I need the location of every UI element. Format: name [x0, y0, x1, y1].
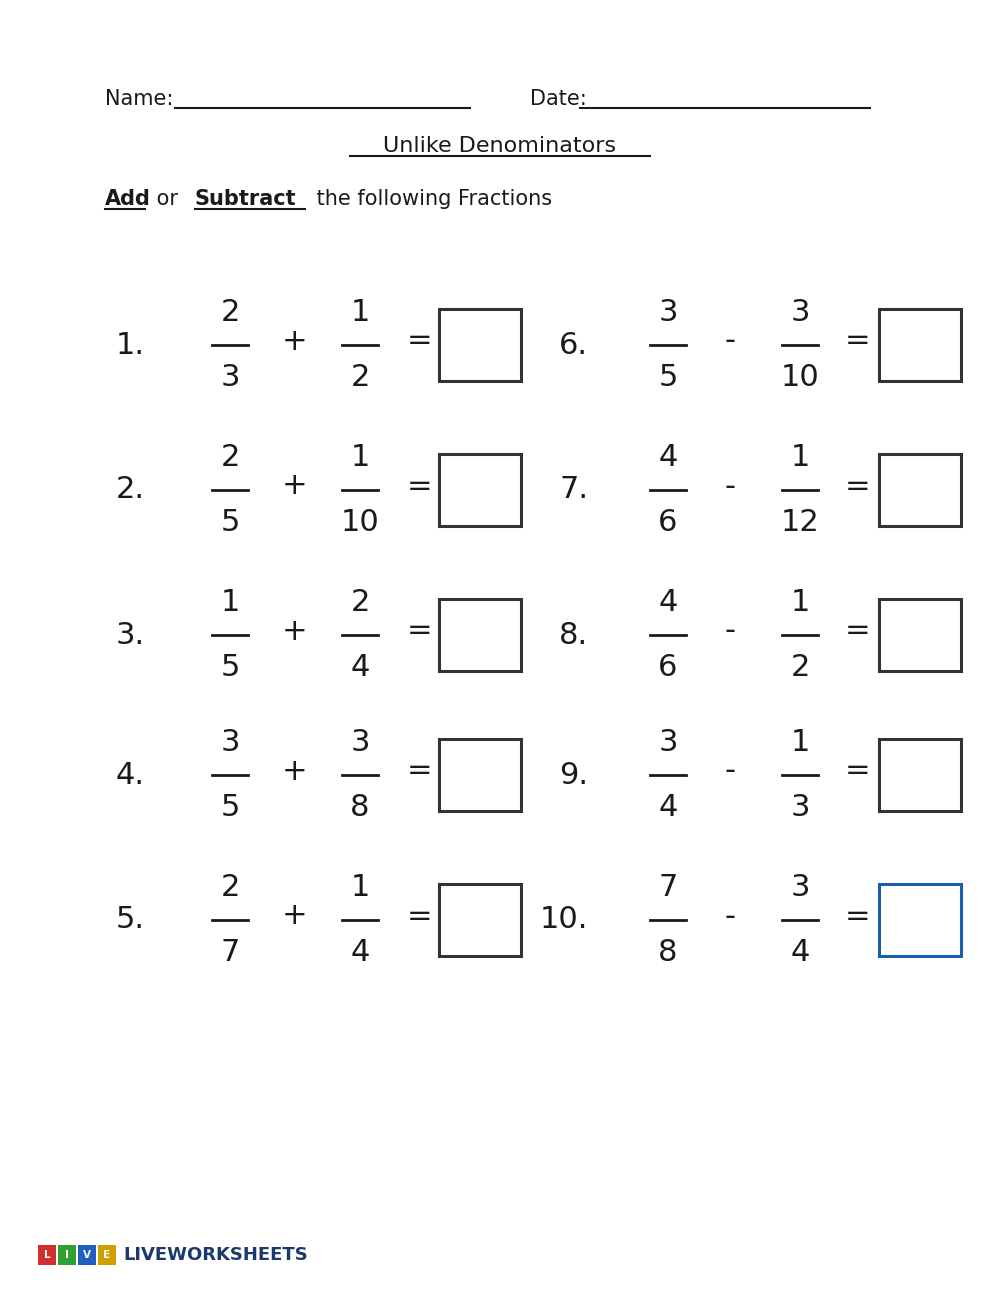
Text: 3: 3	[790, 298, 810, 327]
Text: 12: 12	[781, 507, 819, 537]
Text: 3: 3	[350, 728, 370, 757]
Text: +: +	[282, 617, 308, 646]
Bar	[58, 1245, 76, 1265]
Text: 1: 1	[790, 587, 810, 617]
Text: 5: 5	[220, 653, 240, 682]
Text: 2: 2	[220, 298, 240, 327]
Text: 1: 1	[220, 587, 240, 617]
Text: =: =	[407, 757, 433, 785]
Text: =: =	[407, 327, 433, 355]
Text: 5: 5	[220, 793, 240, 822]
Text: 1: 1	[790, 728, 810, 757]
Text: 2: 2	[350, 363, 370, 392]
Text: -: -	[724, 901, 736, 931]
Text: 4: 4	[658, 793, 678, 822]
Text: -: -	[724, 327, 736, 355]
Text: 1: 1	[350, 443, 370, 473]
Text: 8: 8	[658, 939, 678, 967]
Text: 7: 7	[658, 873, 678, 902]
Text: 5: 5	[220, 507, 240, 537]
Text: or: or	[150, 188, 185, 209]
Text: 4: 4	[790, 939, 810, 967]
Bar	[879, 309, 961, 381]
Text: 1.: 1.	[116, 330, 145, 359]
Bar	[879, 454, 961, 525]
Text: the following Fractions: the following Fractions	[310, 188, 552, 209]
Text: =: =	[845, 757, 871, 785]
Text: =: =	[845, 471, 871, 501]
Text: LIVEWORKSHEETS: LIVEWORKSHEETS	[123, 1246, 308, 1264]
Text: 4.: 4.	[116, 760, 145, 790]
Text: 4: 4	[658, 443, 678, 473]
Text: Name:: Name:	[105, 89, 173, 108]
Text: 2: 2	[220, 443, 240, 473]
Text: 10: 10	[781, 363, 819, 392]
Text: I: I	[65, 1250, 69, 1260]
Text: 5: 5	[658, 363, 678, 392]
Text: 2.: 2.	[116, 475, 145, 505]
Text: V: V	[83, 1250, 91, 1260]
Text: E: E	[103, 1250, 111, 1260]
Text: L: L	[44, 1250, 50, 1260]
Bar	[98, 1245, 116, 1265]
Text: 1: 1	[790, 443, 810, 473]
Text: -: -	[724, 757, 736, 785]
Text: 3: 3	[790, 793, 810, 822]
Text: 8: 8	[350, 793, 370, 822]
Bar	[38, 1245, 56, 1265]
Text: 6: 6	[658, 653, 678, 682]
Text: 2: 2	[790, 653, 810, 682]
Bar	[879, 599, 961, 671]
Text: 3: 3	[790, 873, 810, 902]
Text: =: =	[407, 617, 433, 646]
Text: +: +	[282, 327, 308, 355]
Text: Add: Add	[105, 188, 151, 209]
Text: 10.: 10.	[540, 905, 588, 935]
Text: 6: 6	[658, 507, 678, 537]
Text: 2: 2	[220, 873, 240, 902]
Text: =: =	[845, 327, 871, 355]
Bar	[439, 884, 521, 957]
Text: 9.: 9.	[559, 760, 588, 790]
Text: -: -	[724, 471, 736, 501]
Text: 2: 2	[350, 587, 370, 617]
Bar	[879, 884, 961, 957]
Text: 8.: 8.	[559, 621, 588, 649]
Text: +: +	[282, 757, 308, 785]
Text: 1: 1	[350, 873, 370, 902]
Text: 10: 10	[341, 507, 379, 537]
Text: 4: 4	[658, 587, 678, 617]
Bar	[78, 1245, 96, 1265]
Text: +: +	[282, 471, 308, 501]
Text: Date:: Date:	[530, 89, 587, 108]
Text: 3.: 3.	[116, 621, 145, 649]
Text: =: =	[407, 901, 433, 931]
Text: 3: 3	[220, 728, 240, 757]
Text: +: +	[282, 901, 308, 931]
Text: 7.: 7.	[559, 475, 588, 505]
Text: 5.: 5.	[116, 905, 145, 935]
Bar	[439, 309, 521, 381]
Text: -: -	[724, 617, 736, 646]
Text: 6.: 6.	[559, 330, 588, 359]
Text: =: =	[407, 471, 433, 501]
Text: 1: 1	[350, 298, 370, 327]
Bar	[439, 738, 521, 811]
Text: =: =	[845, 617, 871, 646]
Text: Unlike Denominators: Unlike Denominators	[383, 136, 617, 156]
Text: 4: 4	[350, 653, 370, 682]
Text: =: =	[845, 901, 871, 931]
Text: 3: 3	[658, 298, 678, 327]
Text: Subtract: Subtract	[195, 188, 297, 209]
Text: 3: 3	[220, 363, 240, 392]
Text: 4: 4	[350, 939, 370, 967]
Text: 7: 7	[220, 939, 240, 967]
Bar	[439, 599, 521, 671]
Text: 3: 3	[658, 728, 678, 757]
Bar	[439, 454, 521, 525]
Bar	[879, 738, 961, 811]
